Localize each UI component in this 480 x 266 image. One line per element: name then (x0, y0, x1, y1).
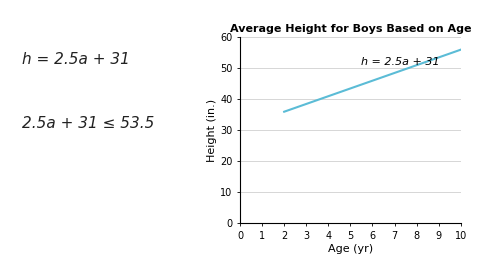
Text: h = 2.5a + 31: h = 2.5a + 31 (22, 52, 130, 67)
Text: 2.5a + 31 ≤ 53.5: 2.5a + 31 ≤ 53.5 (22, 116, 155, 131)
Y-axis label: Height (in.): Height (in.) (207, 99, 217, 162)
Title: Average Height for Boys Based on Age: Average Height for Boys Based on Age (229, 24, 471, 34)
X-axis label: Age (yr): Age (yr) (328, 244, 373, 254)
Text: h = 2.5a + 31: h = 2.5a + 31 (361, 57, 440, 67)
